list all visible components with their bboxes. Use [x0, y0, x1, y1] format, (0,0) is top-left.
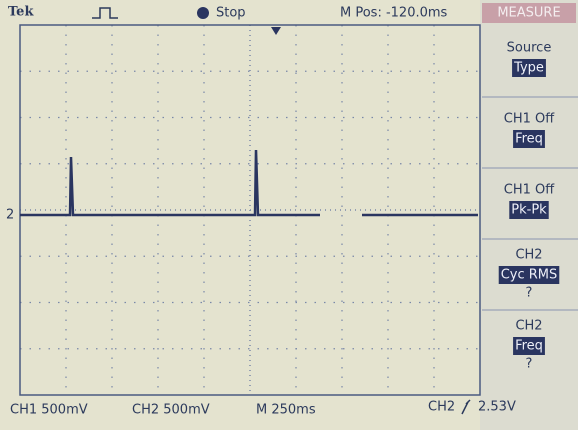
menu-value-bg: [513, 130, 545, 148]
menu-value-bg: [509, 201, 549, 219]
menu-label: CH2: [515, 319, 542, 334]
menu-label: Source: [507, 41, 552, 56]
menu-value-bg: [498, 266, 560, 284]
trigger-source: CH2: [428, 400, 455, 415]
ch2-scale: CH2 500mV: [132, 403, 210, 418]
graticule: [20, 25, 480, 395]
acquire-icon: [92, 7, 118, 19]
channel-marker: 2: [6, 208, 14, 223]
menu-value: Pk-Pk: [511, 203, 547, 218]
menu-label: CH2: [515, 248, 542, 263]
menu-value: Freq: [515, 132, 543, 147]
run-indicator: [197, 7, 209, 19]
menu-title-bg: [482, 3, 576, 23]
menu-value: Type: [513, 61, 544, 76]
brand: Tek: [8, 5, 34, 20]
trigger-position-marker: [271, 27, 281, 35]
waveform-trace: [20, 149, 478, 217]
timebase: M 250ms: [256, 403, 316, 418]
menu-value: Freq: [515, 339, 543, 354]
trigger-slope-icon: [461, 399, 471, 415]
trigger-level: 2.53V: [478, 400, 516, 415]
graticule-border: [19, 24, 481, 396]
menu-label: CH1 Off: [504, 183, 555, 198]
ch1-scale: CH1 500mV: [10, 403, 88, 418]
menu-label: CH1 Off: [504, 112, 555, 127]
menu-value-bg: [512, 59, 546, 77]
menu-reading: ?: [526, 286, 533, 301]
menu-value: Cyc RMS: [501, 268, 558, 283]
horizontal-position: M Pos: -120.0ms: [340, 6, 448, 21]
acquisition-status: Stop: [216, 6, 246, 21]
menu-value-bg: [513, 337, 545, 355]
menu-title: MEASURE: [497, 6, 560, 21]
menu-reading: ?: [526, 357, 533, 372]
measure-menu: Source Type CH1 Off Freq CH1 Off Pk-Pk CH2 Cyc …: [482, 41, 578, 372]
